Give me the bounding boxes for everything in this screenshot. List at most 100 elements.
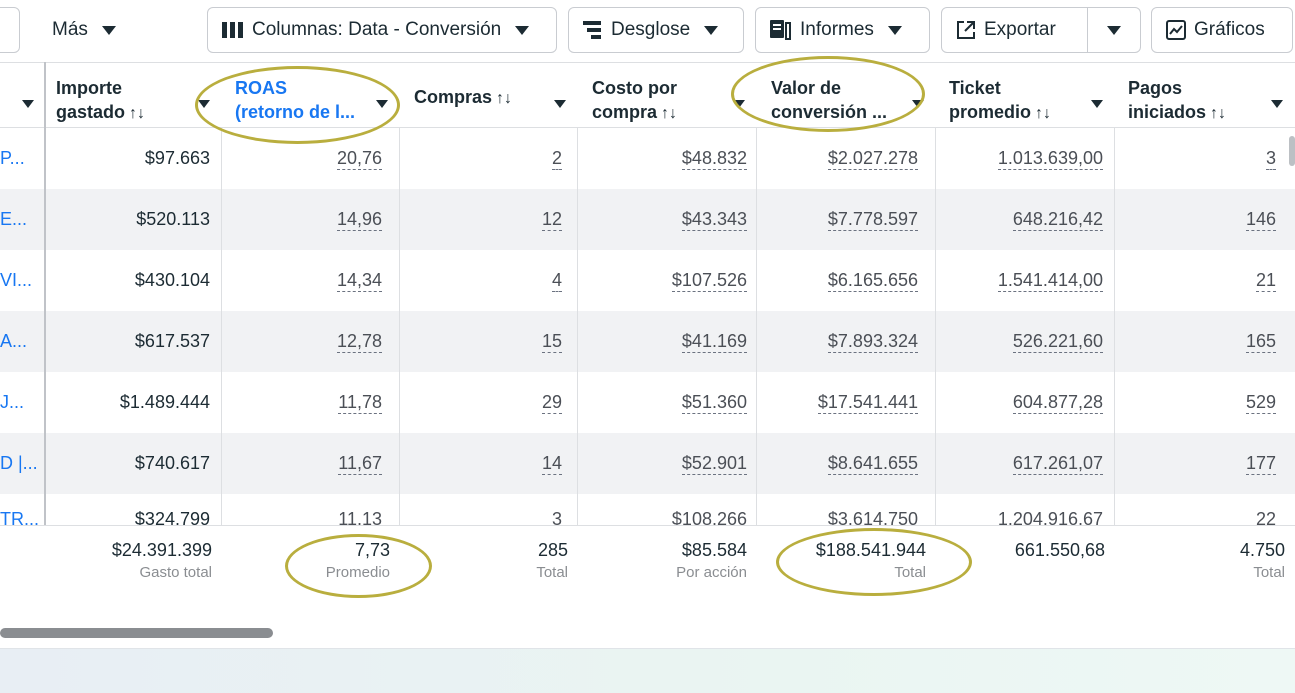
left-partial-button[interactable]	[0, 7, 20, 53]
caret-down-icon	[101, 25, 116, 35]
cell-cost-per-purchase: $52.901	[578, 433, 757, 494]
columns-label: Columnas: Data - Conversión	[252, 19, 502, 40]
table-row[interactable]: D |... $740.617 11,67 14 $52.901 $8.641.…	[0, 433, 1295, 494]
table-row[interactable]: J... $1.489.444 11,78 29 $51.360 $17.541…	[0, 372, 1295, 433]
caret-down-icon[interactable]	[733, 90, 745, 114]
total-value: 285	[537, 540, 568, 560]
sort-icon[interactable]: ↑↓	[1035, 105, 1052, 122]
reports-button[interactable]: Informes	[755, 7, 930, 53]
header-avg-ticket[interactable]: Ticket promedio ↑↓	[936, 63, 1115, 127]
header-line1: Importe	[56, 78, 123, 98]
checkouts-value: 177	[1245, 453, 1276, 475]
sort-icon[interactable]: ↑↓	[661, 105, 678, 122]
table-row[interactable]: A... $617.537 12,78 15 $41.169 $7.893.32…	[0, 311, 1295, 372]
columns-button[interactable]: Columnas: Data - Conversión	[207, 7, 557, 53]
caret-down-icon[interactable]	[376, 90, 388, 114]
campaign-name-link[interactable]: J...	[0, 392, 25, 412]
caret-down-icon	[515, 25, 530, 35]
header-name-partial[interactable]	[0, 63, 44, 127]
total-checkouts: 4.750 Total	[1115, 538, 1295, 584]
column-divider	[577, 128, 578, 624]
cell-ticket: 526.221,60	[936, 311, 1115, 372]
campaign-name-link[interactable]: TR...	[0, 509, 39, 525]
campaign-name-link[interactable]: D |...	[0, 453, 38, 473]
total-value: $24.391.399	[111, 540, 212, 560]
total-value: 7,73	[354, 540, 390, 560]
campaign-name-link[interactable]: E...	[0, 209, 28, 229]
campaign-name-link[interactable]: A...	[0, 331, 28, 351]
charts-button[interactable]: Gráficos	[1151, 7, 1293, 53]
value-value: $6.165.656	[827, 270, 918, 292]
campaign-name-link[interactable]: VI...	[0, 270, 33, 290]
caret-down-icon[interactable]	[22, 90, 34, 114]
purchases-value: 4	[551, 270, 562, 292]
cpp-value: $107.526	[671, 270, 747, 292]
reports-label: Informes	[800, 19, 874, 40]
checkouts-value: 146	[1245, 209, 1276, 231]
charts-icon	[1166, 20, 1186, 40]
more-label: Más	[52, 19, 88, 40]
export-dropdown-button[interactable]	[1087, 7, 1141, 53]
caret-down-icon[interactable]	[198, 90, 210, 114]
purchases-value: 3	[551, 509, 562, 525]
checkouts-value: 3	[1265, 148, 1276, 170]
cell-purchases: 29	[400, 372, 578, 433]
caret-down-icon[interactable]	[1091, 90, 1103, 114]
purchases-value: 2	[551, 148, 562, 170]
cell-spent: $1.489.444	[119, 392, 210, 412]
cell-roas: 14,96	[222, 189, 400, 250]
table-row[interactable]: TR... $324.799 11,13 3 $108.266 $3.614.7…	[0, 494, 1295, 525]
header-purchases[interactable]: Compras ↑↓	[400, 63, 578, 127]
cpp-value: $52.901	[681, 453, 747, 475]
header-line2: gastado	[56, 102, 126, 122]
caret-down-icon[interactable]	[1271, 90, 1283, 114]
total-purchases: 285 Total	[400, 538, 578, 584]
toolbar: Más Columnas: Data - Conversión Desglose…	[0, 0, 1295, 62]
total-cost-per-purchase: $85.584 Por acción	[578, 538, 757, 584]
horizontal-scrollbar[interactable]	[0, 628, 273, 638]
cpp-value: $43.343	[681, 209, 747, 231]
header-line1: Pagos	[1128, 78, 1183, 98]
header-amount-spent[interactable]: Importe gastado ↑↓	[46, 63, 222, 127]
value-value: $8.641.655	[827, 453, 918, 475]
results-table: Importe gastado ↑↓ ROAS (retorno de l... …	[0, 62, 1295, 628]
more-button[interactable]: Más	[38, 7, 130, 53]
header-checkouts-initiated[interactable]: Pagos iniciados ↑↓	[1115, 63, 1295, 127]
total-ticket: 661.550,68	[936, 538, 1115, 562]
export-button[interactable]: Exportar	[941, 7, 1088, 53]
cell-spent: $740.617	[134, 453, 210, 473]
total-label: Gasto total	[139, 564, 212, 581]
cell-conversion-value: $8.641.655	[757, 433, 936, 494]
campaign-name-link[interactable]: P...	[0, 148, 25, 168]
header-line1: ROAS	[235, 78, 288, 98]
table-row[interactable]: VI... $430.104 14,34 4 $107.526 $6.165.6…	[0, 250, 1295, 311]
caret-down-icon[interactable]	[554, 90, 566, 114]
cell-ticket: 617.261,07	[936, 433, 1115, 494]
cell-checkouts: 165	[1115, 311, 1295, 372]
cell-purchases: 2	[400, 128, 578, 189]
cell-cost-per-purchase: $107.526	[578, 250, 757, 311]
header-cost-per-purchase[interactable]: Costo por compra ↑↓	[578, 63, 757, 127]
roas-value: 20,76	[336, 148, 382, 170]
sort-icon[interactable]: ↑↓	[1210, 105, 1227, 122]
caret-down-icon[interactable]	[912, 90, 924, 114]
table-row[interactable]: E... $520.113 14,96 12 $43.343 $7.778.59…	[0, 189, 1295, 250]
sort-icon[interactable]: ↑↓	[129, 105, 146, 122]
cell-conversion-value: $6.165.656	[757, 250, 936, 311]
header-line2: conversión ...	[771, 102, 888, 122]
cell-purchases: 4	[400, 250, 578, 311]
cpp-value: $41.169	[681, 331, 747, 353]
total-label: Total	[536, 564, 568, 581]
header-roas[interactable]: ROAS (retorno de l...	[222, 63, 400, 127]
sort-icon[interactable]: ↑↓	[496, 90, 513, 107]
total-value: $85.584	[681, 540, 747, 560]
header-conversion-value[interactable]: Valor de conversión ...	[757, 63, 936, 127]
cell-spent: $520.113	[136, 209, 210, 229]
table-row[interactable]: P... $97.663 20,76 2 $48.832 $2.027.278 …	[0, 128, 1295, 189]
breakdown-button[interactable]: Desglose	[568, 7, 744, 53]
value-value: $7.893.324	[827, 331, 918, 353]
cell-checkouts: 177	[1115, 433, 1295, 494]
cell-purchases: 15	[400, 311, 578, 372]
vertical-scrollbar[interactable]	[1289, 136, 1295, 166]
value-value: $3.614.750	[827, 509, 918, 525]
